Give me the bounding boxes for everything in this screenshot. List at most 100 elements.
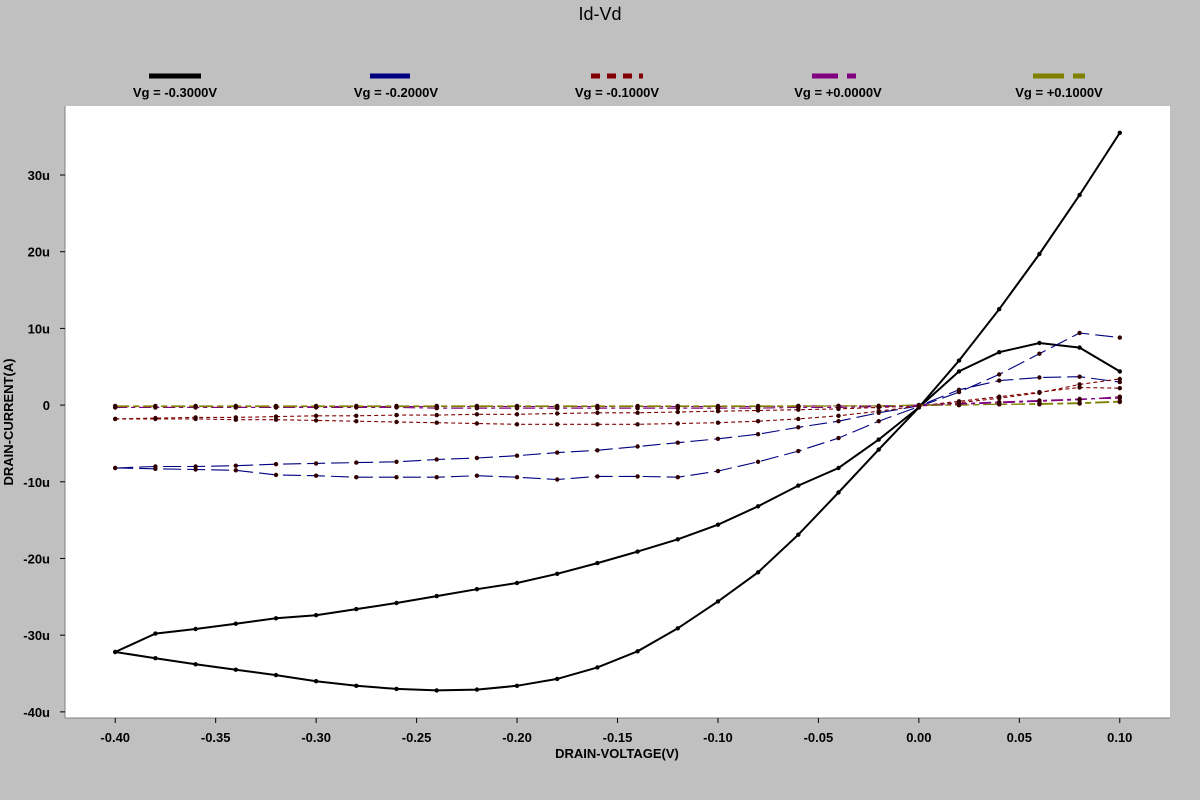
data-point — [836, 435, 841, 441]
data-point — [1077, 382, 1082, 387]
x-tick-label: -0.25 — [402, 730, 432, 745]
data-point — [313, 461, 319, 466]
y-axis-label: DRAIN-CURRENT(A) — [1, 358, 16, 485]
data-point — [1117, 376, 1123, 382]
data-point — [1117, 369, 1123, 374]
data-point — [595, 422, 600, 427]
data-point — [113, 404, 118, 409]
x-tick-label: 0.00 — [906, 730, 931, 745]
legend-label: Vg = -0.1000V — [575, 85, 660, 100]
data-point — [796, 532, 801, 537]
x-tick-label: -0.05 — [804, 730, 834, 745]
data-point — [514, 683, 520, 688]
plot-area — [65, 106, 1170, 718]
data-point — [193, 662, 198, 667]
data-point — [1037, 398, 1042, 403]
y-tick-label: -40u — [23, 705, 50, 720]
y-tick-label: -20u — [23, 551, 50, 566]
data-point — [1117, 379, 1123, 385]
data-point — [555, 450, 560, 455]
data-point — [635, 404, 640, 409]
data-point — [755, 459, 761, 464]
data-point — [1077, 192, 1082, 198]
data-point — [273, 616, 279, 621]
data-point — [354, 413, 359, 418]
data-point — [675, 409, 680, 415]
x-tick-label: -0.15 — [603, 730, 633, 745]
data-point — [675, 404, 680, 409]
data-point — [675, 421, 680, 426]
y-tick-label: -10u — [23, 475, 50, 490]
data-point — [595, 560, 600, 566]
data-point — [113, 416, 118, 422]
series-layer — [113, 130, 1123, 693]
data-point — [715, 599, 721, 604]
data-point — [313, 473, 319, 478]
data-point — [1117, 335, 1123, 340]
data-point — [956, 402, 962, 408]
data-point — [715, 404, 721, 409]
data-point — [796, 416, 801, 422]
data-point — [233, 404, 238, 409]
data-point — [956, 369, 962, 374]
data-point — [836, 413, 841, 418]
data-point — [233, 621, 238, 626]
data-point — [1117, 386, 1123, 391]
data-point — [836, 490, 841, 495]
data-point — [474, 473, 480, 478]
data-point — [675, 626, 680, 631]
data-point — [313, 679, 319, 684]
y-tick-label: 30u — [28, 168, 50, 183]
data-point — [354, 606, 359, 612]
data-point — [796, 448, 801, 454]
data-point — [474, 404, 480, 409]
y-tick-label: 0 — [43, 398, 50, 413]
data-point — [836, 403, 841, 409]
legend-label: Vg = -0.3000V — [133, 85, 218, 100]
legend-label: Vg = +0.1000V — [1015, 85, 1103, 100]
data-point — [1037, 375, 1042, 380]
data-point — [635, 410, 640, 415]
data-point — [434, 420, 439, 425]
data-point — [997, 402, 1002, 407]
data-point — [233, 468, 238, 473]
data-point — [796, 404, 801, 409]
y-tick-label: -30u — [23, 628, 50, 643]
data-point — [555, 477, 560, 482]
axis-ticks: -0.40 -0.35 -0.30 -0.25 -0.20 -0.15 -0.10 -0.05… — [23, 168, 1132, 745]
data-point — [394, 404, 399, 409]
series-line — [115, 132, 1121, 692]
x-tick-label: -0.30 — [301, 730, 331, 745]
data-point — [273, 462, 279, 467]
data-point — [153, 464, 158, 469]
data-point — [755, 404, 761, 409]
data-point — [595, 448, 600, 453]
data-point — [313, 404, 319, 409]
data-point — [113, 649, 118, 655]
data-point — [876, 409, 881, 414]
data-point — [354, 683, 359, 688]
data-point — [1037, 401, 1042, 406]
data-point — [1077, 345, 1082, 350]
data-point — [675, 475, 680, 480]
data-point — [755, 419, 761, 424]
data-point — [555, 676, 560, 682]
data-point — [474, 412, 480, 417]
x-tick-label: -0.10 — [703, 730, 733, 745]
data-point — [997, 396, 1002, 401]
data-point — [153, 656, 158, 661]
data-point — [997, 350, 1002, 355]
data-point — [394, 600, 399, 606]
data-point — [394, 475, 399, 480]
legend-label: Vg = +0.0000V — [794, 85, 882, 100]
data-point — [1077, 396, 1082, 402]
chart-title: Id-Vd — [578, 4, 621, 24]
data-point — [1037, 251, 1042, 257]
data-point — [193, 626, 198, 632]
data-point — [193, 404, 198, 409]
data-point — [635, 649, 640, 654]
x-tick-label: 0.05 — [1007, 730, 1032, 745]
data-point — [715, 420, 721, 425]
legend: Vg = -0.3000V Vg = -0.2000V Vg = -0.1000V V… — [133, 73, 1103, 100]
data-point — [233, 667, 238, 672]
